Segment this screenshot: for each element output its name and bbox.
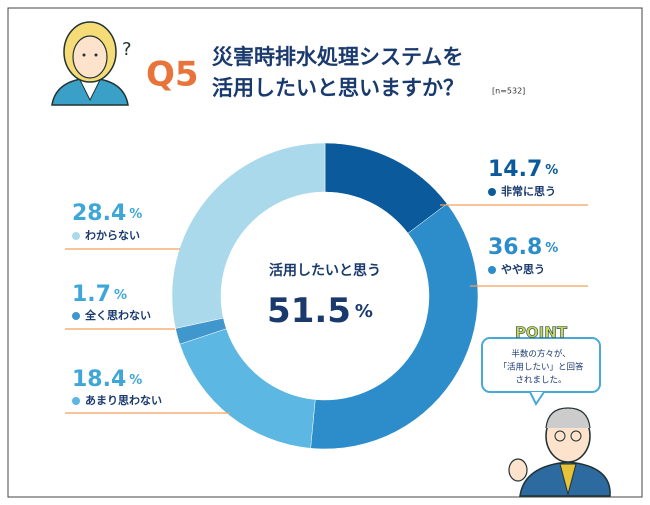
legend-label: 非常に思う xyxy=(501,184,556,198)
value-number: 28.4 xyxy=(72,201,126,226)
center-value: 51.5% xyxy=(267,291,373,331)
value-label: 1.7% xyxy=(72,282,127,307)
value-number: 1.7 xyxy=(72,282,111,307)
donut-segment xyxy=(171,142,326,329)
title-line: 災害時排水処理システムを xyxy=(212,45,463,69)
bubble-tail xyxy=(529,391,545,406)
legend-dot xyxy=(72,312,80,320)
value-number: 18.4 xyxy=(72,367,126,392)
legend-label: やや思う xyxy=(501,263,545,276)
legend-label: 全く思わない xyxy=(84,308,151,322)
legend-dot xyxy=(72,232,80,240)
unit: % xyxy=(129,373,142,388)
value-number: 36.8 xyxy=(488,235,542,260)
unit: % xyxy=(114,288,127,303)
sample-size: [n=532] xyxy=(492,87,525,96)
unit: % xyxy=(545,241,558,256)
unit: % xyxy=(545,163,558,178)
point-text: されました。 xyxy=(515,376,566,386)
value-label: 28.4% xyxy=(72,201,142,226)
title-line: 活用したいと思いますか？ xyxy=(212,76,464,100)
legend-label: あまり思わない xyxy=(85,394,162,407)
unit: % xyxy=(129,207,142,222)
point-text: 半数の方々が、 xyxy=(511,349,570,360)
value-label: 14.7% xyxy=(488,157,558,182)
thinking-mark: ? xyxy=(122,39,132,60)
center-number: 51.5 xyxy=(267,291,351,331)
legend-label: わからない xyxy=(85,229,140,242)
unit: % xyxy=(355,301,373,322)
point-text: 「活用したい」と回答 xyxy=(498,362,584,373)
center-label: 活用したいと思う xyxy=(269,262,381,279)
value-label: 18.4% xyxy=(72,367,142,392)
legend-dot xyxy=(488,266,496,274)
question-number: Q5 xyxy=(146,55,199,95)
value-number: 14.7 xyxy=(488,157,542,182)
legend-dot xyxy=(72,397,80,405)
point-badge: POINT xyxy=(515,324,568,342)
man-illustration xyxy=(508,407,611,497)
woman-illustration xyxy=(51,21,129,106)
value-label: 36.8% xyxy=(488,235,558,260)
legend-dot xyxy=(488,188,496,196)
donut-segment xyxy=(310,203,479,450)
